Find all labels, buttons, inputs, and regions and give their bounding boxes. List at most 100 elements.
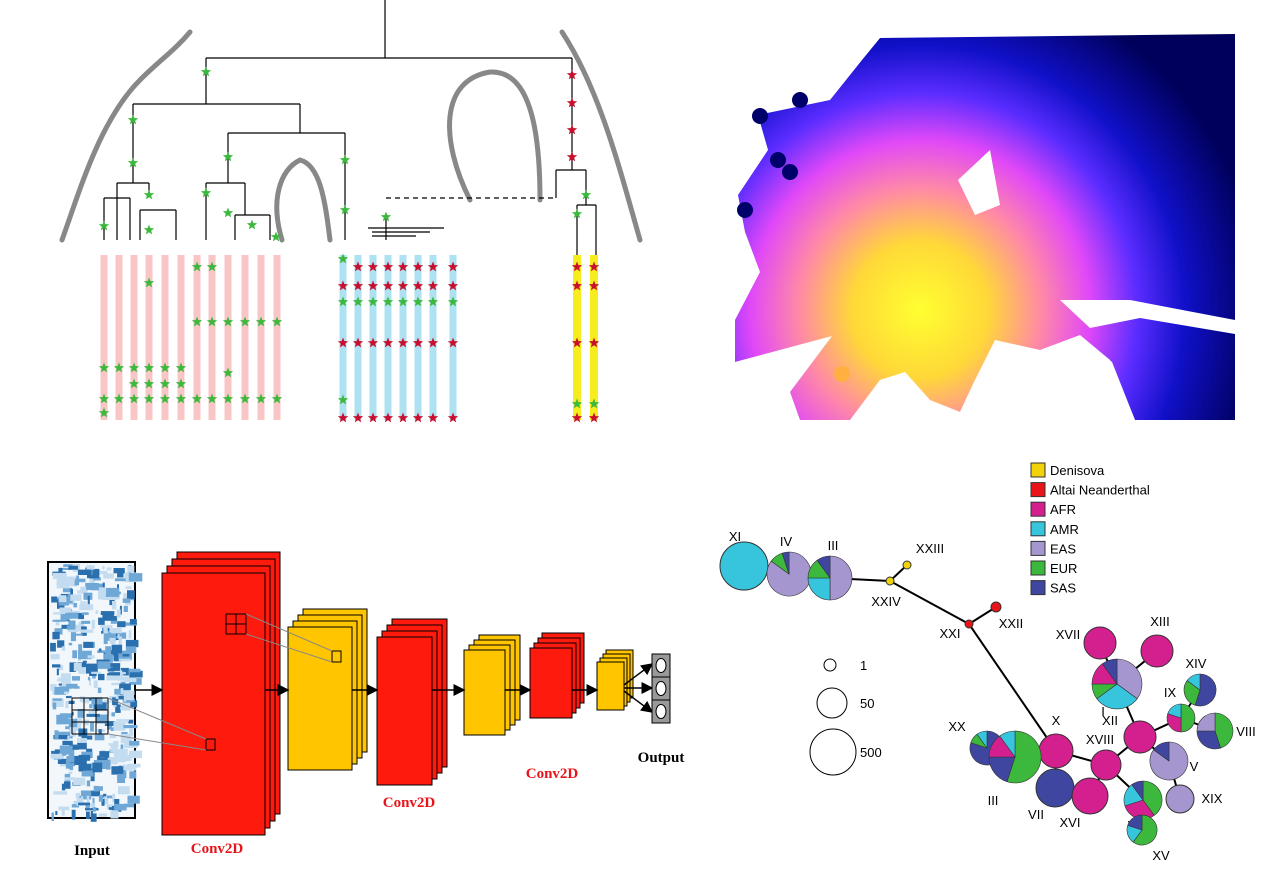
mutation-star bbox=[222, 207, 234, 218]
input-cell bbox=[65, 759, 71, 769]
input-cell bbox=[80, 586, 89, 591]
input-cell bbox=[57, 640, 65, 648]
input-cell bbox=[68, 719, 78, 728]
legend-swatch bbox=[1030, 521, 1046, 537]
input-cell bbox=[97, 590, 101, 599]
haplogroup-slice bbox=[1131, 780, 1144, 801]
mutation-star bbox=[382, 296, 394, 307]
haplogroup bbox=[1090, 749, 1122, 781]
input-cell bbox=[90, 803, 95, 808]
input-cell bbox=[59, 745, 73, 755]
sea bbox=[1060, 300, 1235, 334]
haplogroup bbox=[1035, 768, 1075, 808]
mutation-star bbox=[382, 337, 394, 348]
mutation-star bbox=[255, 393, 267, 404]
mutation-star bbox=[98, 220, 110, 231]
sea bbox=[850, 336, 1135, 420]
input-cell bbox=[91, 697, 103, 705]
mutation-star bbox=[206, 261, 218, 272]
input-cell bbox=[63, 691, 69, 694]
input-cell bbox=[124, 692, 134, 701]
input-cell bbox=[122, 764, 126, 770]
projection bbox=[245, 633, 333, 663]
input-cell bbox=[104, 699, 109, 704]
input-cell bbox=[106, 759, 111, 770]
input-cell bbox=[70, 759, 76, 767]
input-cell bbox=[113, 721, 126, 731]
input-cell bbox=[55, 811, 58, 815]
input-cell bbox=[54, 730, 59, 739]
input-cell bbox=[114, 754, 126, 763]
input-cell bbox=[89, 790, 100, 797]
map-cell bbox=[834, 366, 850, 382]
input-cell bbox=[83, 641, 94, 648]
stripe bbox=[115, 255, 123, 420]
input-cell bbox=[86, 795, 90, 803]
input-cell bbox=[125, 639, 139, 648]
input-cell bbox=[95, 610, 99, 614]
input-cell bbox=[113, 568, 125, 574]
mutation-star bbox=[337, 280, 349, 291]
input-cell bbox=[127, 565, 135, 573]
input-cell bbox=[129, 750, 142, 759]
input-cell bbox=[87, 655, 95, 659]
mutation-star bbox=[588, 280, 600, 291]
input-cell bbox=[74, 580, 78, 586]
input-cell bbox=[63, 564, 73, 567]
stripe bbox=[161, 255, 169, 420]
haplogroup bbox=[1083, 626, 1117, 660]
cnn-panel: Input Conv2D Conv2D Conv2D Output bbox=[47, 551, 684, 859]
input-cell bbox=[123, 803, 135, 808]
input-cell bbox=[67, 629, 79, 633]
haplogroup-slice bbox=[1214, 712, 1234, 749]
input-cell bbox=[69, 744, 79, 750]
input-cell bbox=[98, 571, 108, 575]
map-cell bbox=[752, 108, 768, 124]
input-cell bbox=[123, 690, 135, 695]
map-cell bbox=[782, 164, 798, 180]
mutation-star bbox=[339, 154, 351, 165]
haplogroup-slice bbox=[1180, 703, 1196, 733]
input-cell bbox=[89, 704, 93, 709]
mutation-star bbox=[128, 362, 140, 373]
mutation-star bbox=[175, 378, 187, 389]
input-cell bbox=[103, 573, 114, 579]
input-cell bbox=[55, 619, 60, 626]
kernel-out bbox=[205, 738, 216, 751]
input-cell bbox=[127, 763, 141, 768]
input-cell bbox=[80, 601, 87, 606]
input-cell bbox=[120, 688, 124, 695]
input-cell bbox=[114, 803, 127, 811]
node-label: III bbox=[988, 793, 999, 808]
input-cell bbox=[52, 631, 60, 640]
mutation-star bbox=[200, 187, 212, 198]
input-cell bbox=[128, 573, 143, 582]
input-cell bbox=[119, 632, 127, 639]
input-cell bbox=[117, 621, 126, 628]
input-cell bbox=[68, 642, 73, 646]
haplogroup-slice bbox=[1096, 683, 1138, 710]
network-panel: Denisova Altai Neanderthal AFR AMR EAS EUR SAS… bbox=[719, 462, 1256, 863]
input-cell bbox=[85, 802, 90, 809]
input-cell bbox=[68, 565, 78, 570]
input-cell bbox=[128, 630, 132, 639]
input-cell bbox=[102, 565, 105, 570]
input-cell bbox=[127, 795, 140, 804]
input-cell bbox=[122, 598, 131, 603]
haplogroup-slice bbox=[829, 555, 853, 601]
input-cell bbox=[52, 698, 62, 701]
input-cell bbox=[53, 791, 68, 795]
input-cell bbox=[82, 660, 87, 663]
node-label: VIII bbox=[1236, 724, 1256, 739]
mutation-star bbox=[427, 296, 439, 307]
node-label: XV bbox=[1152, 848, 1170, 863]
mutation-star bbox=[143, 378, 155, 389]
mutation-star bbox=[128, 393, 140, 404]
mutation-star bbox=[571, 398, 583, 409]
input-cell bbox=[129, 619, 137, 625]
legend-swatch bbox=[1030, 482, 1046, 498]
legend-label: EAS bbox=[1050, 541, 1076, 556]
input-cell bbox=[77, 742, 87, 750]
input-cell bbox=[77, 738, 80, 748]
mutation-star bbox=[571, 337, 583, 348]
